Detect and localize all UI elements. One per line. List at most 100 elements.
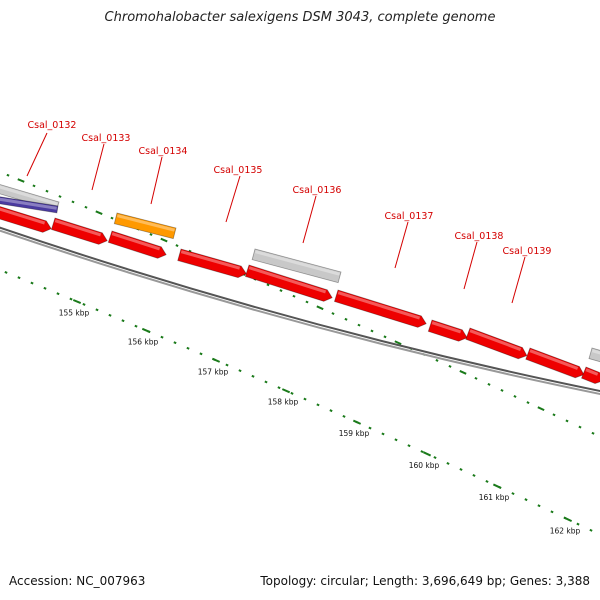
kbp-label: 160 kbp	[409, 461, 440, 470]
inner-minor-tick	[17, 276, 21, 280]
kbp-label: 158 kbp	[268, 398, 299, 407]
inner-minor-tick	[537, 504, 541, 508]
genome-backbone	[0, 226, 600, 395]
outer-minor-tick	[565, 419, 569, 423]
gene-label[interactable]: Csal_0139	[503, 246, 552, 257]
inner-minor-tick	[251, 374, 255, 378]
backbone-line-dark	[0, 226, 600, 392]
outer-minor-tick	[448, 364, 452, 368]
outer-major-tick	[17, 178, 25, 183]
kbp-label: 156 kbp	[128, 337, 159, 346]
gene-label[interactable]: Csal_0133	[82, 133, 131, 144]
inner-minor-tick	[407, 444, 411, 448]
inner-minor-tick	[134, 324, 138, 328]
inner-minor-tick	[173, 341, 177, 345]
outer-minor-tick	[552, 413, 556, 417]
gene-label[interactable]: Csal_0137	[385, 211, 434, 222]
feature-cds-0132[interactable]	[0, 204, 53, 234]
feature-cds-0137[interactable]	[333, 289, 428, 329]
outer-minor-tick	[149, 233, 153, 236]
inner-major-tick	[72, 299, 82, 304]
feature-gray-0140[interactable]	[588, 347, 600, 364]
gene-label[interactable]: Csal_0135	[214, 165, 263, 176]
inner-minor-tick	[95, 308, 99, 312]
feature-purple-0131[interactable]	[0, 195, 59, 214]
leader-line	[26, 132, 48, 177]
outer-minor-tick	[357, 323, 361, 327]
outer-minor-tick	[435, 359, 439, 362]
inner-major-tick	[352, 419, 362, 425]
kbp-label: 159 kbp	[339, 429, 370, 438]
outer-minor-tick	[110, 216, 114, 220]
feature-cds-0136[interactable]	[244, 264, 334, 303]
outer-major-tick	[394, 340, 402, 346]
outer-minor-tick	[45, 189, 49, 193]
inner-minor-tick	[576, 522, 580, 526]
outer-minor-tick	[526, 401, 530, 405]
inner-minor-tick	[550, 510, 554, 514]
inner-minor-tick	[381, 432, 385, 436]
inner-major-tick	[563, 516, 573, 523]
inner-minor-tick	[264, 380, 268, 384]
feature-track	[0, 182, 600, 386]
inner-minor-tick	[472, 473, 476, 477]
label-leader-lines	[26, 132, 526, 304]
inner-minor-tick	[368, 426, 372, 430]
outer-minor-tick	[500, 388, 504, 392]
outer-minor-tick	[71, 200, 75, 204]
inner-major-tick	[422, 451, 432, 457]
outer-minor-tick	[331, 312, 335, 315]
inner-minor-tick	[511, 492, 515, 496]
inner-minor-tick	[82, 303, 86, 306]
kbp-label: 161 kbp	[479, 493, 510, 502]
outer-major-tick	[537, 406, 545, 412]
leader-line	[511, 256, 526, 304]
outer-minor-tick	[32, 184, 36, 188]
inner-minor-tick	[303, 397, 307, 401]
inner-minor-tick	[316, 403, 320, 407]
leader-line	[225, 175, 241, 223]
outer-minor-tick	[474, 376, 478, 380]
outer-minor-tick	[383, 335, 387, 339]
inner-minor-tick	[238, 369, 242, 373]
inner-major-tick	[281, 388, 291, 394]
inner-minor-tick	[186, 346, 190, 350]
leader-line	[91, 143, 105, 191]
gene-label[interactable]: Csal_0132	[28, 120, 77, 131]
feature-cds-0133[interactable]	[50, 217, 109, 246]
feature-cds-0139[interactable]	[525, 347, 586, 380]
inner-minor-tick	[420, 450, 424, 454]
inner-minor-tick	[160, 335, 164, 339]
gene-label[interactable]: Csal_0138	[455, 231, 504, 242]
feature-cds-0138b[interactable]	[465, 327, 529, 361]
inner-minor-tick	[4, 271, 8, 274]
outer-tick-ring	[6, 173, 595, 435]
genome-summary-text: Topology: circular; Length: 3,696,649 bp…	[260, 574, 590, 588]
inner-minor-tick	[446, 462, 450, 465]
outer-minor-tick	[513, 395, 517, 398]
leader-line	[394, 221, 409, 269]
inner-minor-tick	[329, 409, 333, 413]
gene-label[interactable]: Csal_0136	[293, 185, 342, 196]
outer-minor-tick	[188, 249, 192, 253]
inner-minor-tick	[225, 363, 229, 367]
gene-label[interactable]: Csal_0134	[139, 146, 188, 157]
feature-gray-0136[interactable]	[251, 248, 342, 284]
outer-minor-tick	[175, 244, 179, 247]
inner-minor-tick	[433, 456, 437, 459]
feature-cds-0134[interactable]	[107, 230, 168, 260]
inner-minor-tick	[56, 292, 60, 296]
inner-minor-tick	[121, 319, 125, 323]
outer-minor-tick	[6, 173, 10, 177]
feature-orange-0134[interactable]	[113, 212, 177, 240]
gene-labels: Csal_0132 Csal_0133 Csal_0134 Csal_0135 Csal…	[28, 120, 552, 257]
feature-cds-0138[interactable]	[427, 319, 469, 343]
feature-cds-0140[interactable]	[581, 366, 600, 386]
outer-minor-tick	[266, 283, 270, 287]
kbp-label: 155 kbp	[59, 309, 90, 318]
leader-line	[302, 195, 317, 244]
outer-minor-tick	[487, 382, 491, 386]
feature-cds-0135[interactable]	[177, 248, 248, 280]
inner-minor-tick	[69, 297, 73, 301]
